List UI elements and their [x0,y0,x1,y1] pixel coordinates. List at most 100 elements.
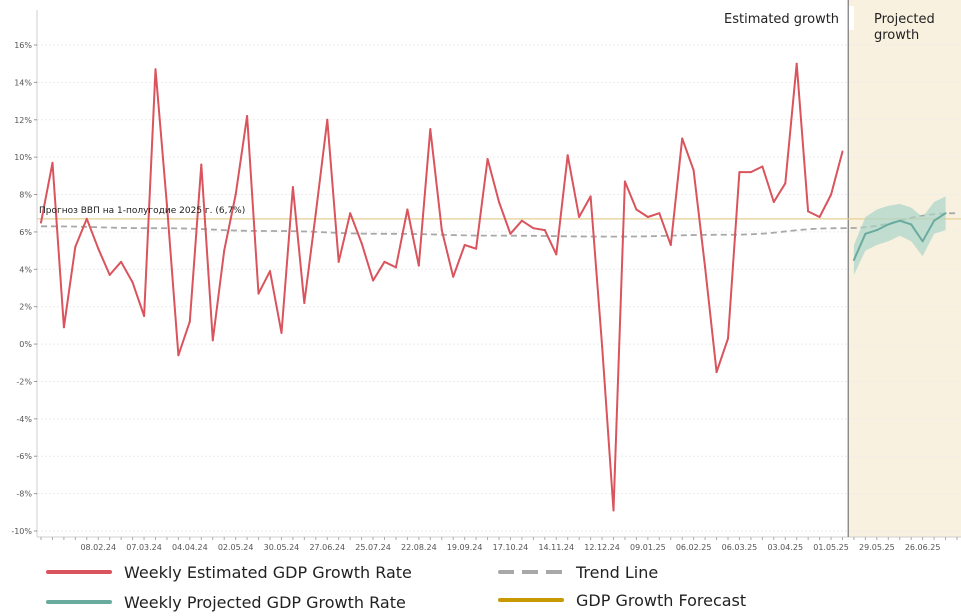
estimated-point [291,186,294,189]
x-tick-label: 06.02.25 [676,543,712,552]
estimated-point [223,249,226,252]
estimated-region-label: Estimated growth [724,12,840,27]
x-tick-label: 27.06.24 [309,543,345,552]
estimated-point [360,242,363,245]
x-tick-label: 30.05.24 [264,543,300,552]
estimated-point [417,264,420,267]
y-tick-label: 12% [14,116,32,125]
x-tick-label: 06.03.25 [722,543,758,552]
projected-point [944,212,947,215]
estimated-point [440,229,443,232]
estimated-point [177,354,180,357]
projected-point [864,232,867,235]
estimated-point [532,227,535,230]
estimated-point [314,212,317,215]
estimated-point [429,128,432,131]
estimated-point [372,279,375,282]
estimated-point [635,208,638,211]
y-tick-label: 10% [14,153,32,162]
estimated-point [85,217,88,220]
projected-point [898,219,901,222]
estimated-point [807,210,810,213]
x-tick-label: 14.11.24 [538,543,574,552]
x-tick-label: 25.07.24 [355,543,391,552]
x-tick-label: 08.02.24 [80,543,116,552]
x-tick-label: 22.08.24 [401,543,437,552]
estimated-point [646,215,649,218]
estimated-point [715,371,718,374]
estimated-point [97,247,100,250]
legend-item-projected: Weekly Projected GDP Growth Rate [46,590,406,614]
chart-legend: Weekly Estimated GDP Growth Rate Trend L… [46,560,926,616]
estimated-point [692,169,695,172]
gdp-growth-chart: -10% -8% -6% -4% -2% 0% 2% 4% 6% 8% 10% 12% 14% 16% 0… [11,0,961,552]
estimated-point [234,193,237,196]
projected-point [875,229,878,232]
y-tick-label: 14% [14,78,32,87]
estimated-point [165,204,168,207]
estimated-point [727,337,729,340]
x-axis-ticks: 08.02.24 07.03.24 04.04.24 02.05.24 30.05.24… [40,537,958,552]
projected-point [921,240,924,243]
x-tick-label: 12.12.24 [584,543,620,552]
estimated-point [830,193,833,196]
data-points [40,62,947,512]
projected-region-background [848,0,961,537]
estimated-point [269,270,271,273]
x-tick-label: 01.05.25 [813,543,849,552]
x-tick-label: 04.04.24 [172,543,208,552]
estimated-point [51,161,54,164]
estimated-point [704,266,707,269]
projected-point [887,223,890,226]
legend-label-trend: Trend Line [576,562,659,582]
estimated-point [406,208,409,211]
x-tick-label: 02.05.24 [218,543,254,552]
y-tick-label: 16% [14,41,32,50]
estimated-point [394,266,397,269]
estimated-point [772,201,775,204]
y-axis-ticks: -10% -8% -6% -4% -2% 0% 2% 4% 6% 8% 10% 12% 14% 16% [11,41,37,536]
estimated-point [40,221,42,224]
projection-confidence-band [853,196,946,275]
estimated-point [246,115,249,118]
estimated-point [303,301,306,304]
x-tick-label: 03.04.25 [767,543,803,552]
estimated-point [120,260,123,263]
estimated-point [452,275,455,278]
estimated-point [601,344,604,347]
grid-lines [37,44,961,532]
forecast-annotation: Прогноз ВВП на 1-полугодие 2025 г. (6,7%… [39,206,245,216]
y-tick-label: -2% [16,377,32,386]
estimated-point [784,182,787,185]
legend-swatch-estimated [46,570,112,574]
estimated-point [509,232,512,235]
estimated-point [578,215,581,218]
estimated-point [108,273,111,276]
trend-line [40,212,958,238]
legend-label-estimated: Weekly Estimated GDP Growth Rate [124,562,412,582]
projected-point [933,219,936,222]
y-tick-label: 0% [19,340,32,349]
projected-region-label: Projected growth [874,12,935,43]
estimated-point [623,180,626,183]
x-tick-label: 07.03.24 [126,543,162,552]
estimated-point [280,331,283,334]
x-tick-label: 09.01.25 [630,543,666,552]
projected-point [852,258,855,261]
estimated-point [326,118,329,121]
legend-item-forecast: GDP Growth Forecast [498,588,746,612]
estimated-point [749,171,752,174]
estimated-point [669,244,672,247]
y-tick-label: 2% [19,303,32,312]
estimated-point [200,163,203,166]
y-tick-label: 4% [19,265,32,274]
y-tick-label: -6% [16,452,32,461]
x-tick-label: 19.09.24 [447,543,483,552]
estimated-point [154,68,157,71]
estimated-point [566,154,569,157]
estimated-point [143,315,146,318]
estimated-point [383,260,386,263]
estimated-gdp-line [40,62,844,512]
x-tick-label: 17.10.24 [493,543,529,552]
estimated-point [486,158,489,161]
